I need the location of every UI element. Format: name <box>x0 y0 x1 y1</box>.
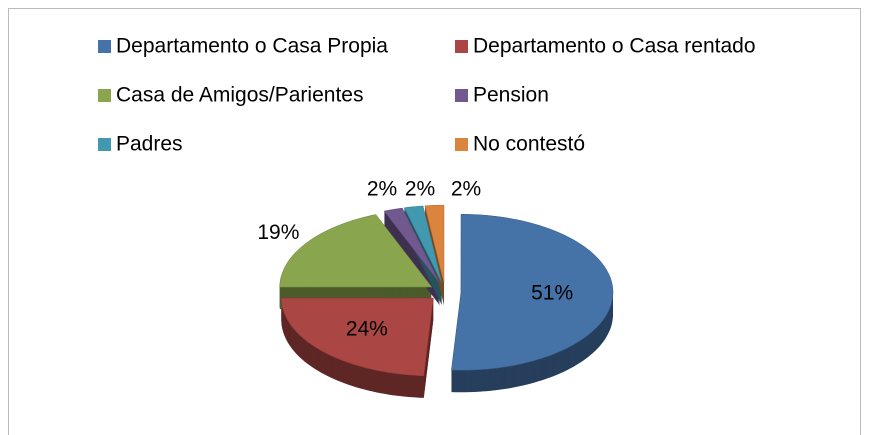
legend-swatch <box>98 138 111 151</box>
legend-label: Casa de Amigos/Parientes <box>116 84 363 107</box>
data-label: 2% <box>405 178 435 201</box>
data-label: 51% <box>531 281 573 304</box>
slice <box>424 204 445 284</box>
legend-swatch <box>455 138 468 151</box>
chart-frame <box>8 8 861 435</box>
data-label: 19% <box>257 221 299 244</box>
legend-label: Departamento o Casa Propia <box>116 35 388 58</box>
legend-swatch <box>455 89 468 102</box>
legend-label: Pension <box>473 84 549 107</box>
slice <box>279 214 433 288</box>
legend-label: No contestó <box>473 133 585 156</box>
data-label: 24% <box>346 318 388 341</box>
slice <box>403 205 443 284</box>
slice <box>383 207 441 284</box>
legend-swatch <box>455 40 468 53</box>
legend-label: Departamento o Casa rentado <box>473 35 756 58</box>
legend-swatch <box>98 40 111 53</box>
slice <box>281 297 434 377</box>
legend-label: Padres <box>116 133 183 156</box>
data-label: 2% <box>367 178 397 201</box>
slice <box>451 214 614 371</box>
legend-swatch <box>98 89 111 102</box>
data-label: 2% <box>451 178 481 201</box>
